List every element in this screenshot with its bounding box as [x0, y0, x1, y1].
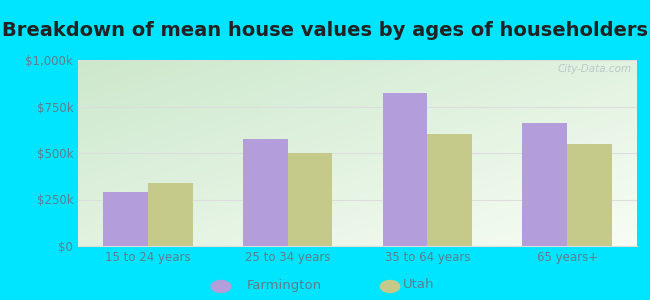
Text: Breakdown of mean house values by ages of householders: Breakdown of mean house values by ages o… — [2, 21, 648, 40]
Bar — [567, 144, 612, 246]
Bar — [428, 134, 472, 246]
Text: City-Data.com: City-Data.com — [557, 64, 631, 74]
Bar — [243, 139, 287, 246]
Bar — [287, 153, 332, 246]
Bar — [523, 123, 567, 246]
Text: Farmington: Farmington — [247, 278, 322, 292]
Bar — [103, 192, 148, 246]
Bar — [383, 94, 428, 246]
Bar — [148, 183, 192, 246]
Text: Utah: Utah — [403, 278, 434, 292]
